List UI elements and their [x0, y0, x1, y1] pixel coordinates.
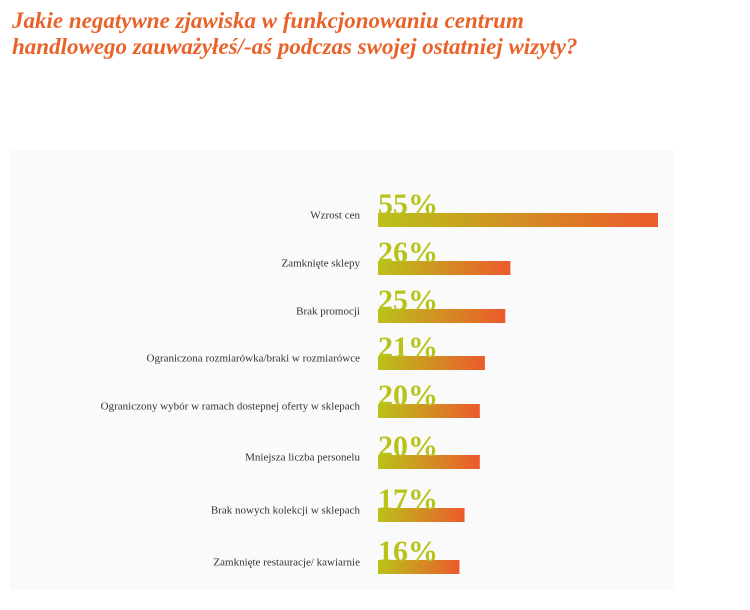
category-label: Wzrost cen — [310, 210, 360, 222]
value-label: 20% — [378, 430, 438, 463]
chart-title: Jakie negatywne zjawiska w funkcjonowani… — [12, 8, 578, 59]
category-label: Brak nowych kolekcji w sklepach — [211, 505, 361, 517]
bar — [378, 213, 658, 227]
bar — [378, 455, 480, 469]
value-label: 21% — [378, 331, 438, 364]
value-label: 17% — [378, 483, 438, 516]
value-label: 16% — [378, 535, 438, 568]
category-label: Zamknięte restauracje/ kawiarnie — [213, 557, 360, 569]
bar — [378, 309, 506, 323]
category-label: Zamknięte sklepy — [281, 258, 360, 270]
bar — [378, 508, 465, 522]
category-label: Ograniczona rozmiarówka/braki w rozmiaró… — [147, 353, 361, 365]
value-label: 55% — [378, 188, 438, 221]
category-label: Brak promocji — [296, 306, 360, 318]
bar — [378, 560, 460, 574]
category-label: Ograniczony wybór w ramach dostepnej ofe… — [101, 401, 361, 413]
bar — [378, 356, 485, 370]
bar — [378, 404, 480, 418]
value-label: 20% — [378, 379, 438, 412]
value-label: 25% — [378, 284, 438, 317]
category-label: Mniejsza liczba personelu — [245, 452, 360, 464]
value-label: 26% — [378, 236, 438, 269]
bar — [378, 261, 511, 275]
